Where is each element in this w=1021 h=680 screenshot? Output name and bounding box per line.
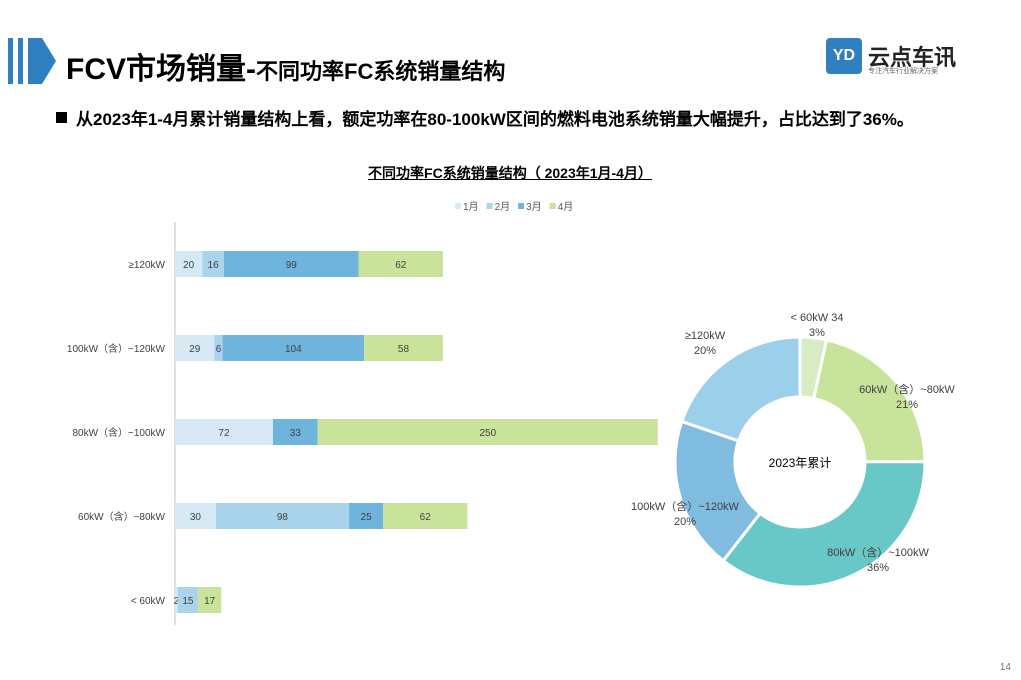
page-number: 14 [999, 662, 1011, 673]
donut-center-label: 2023年累计 [769, 456, 832, 470]
bar-segment [223, 251, 359, 277]
category-label: ≥120kW [128, 260, 165, 271]
brand-logo-mark: YD [826, 38, 862, 74]
bar-segment [222, 335, 365, 361]
legend-label: 2月 [495, 201, 511, 213]
legend-label: 1月 [463, 201, 479, 213]
bar-value-label: 25 [361, 512, 373, 523]
bar-segment [175, 251, 203, 277]
bar-segment [317, 419, 658, 445]
slice-percent-label: 3% [809, 327, 825, 339]
bar-segment [272, 419, 318, 445]
slice-name-label: < 60kW 34 [791, 312, 844, 324]
bar-value-label: 98 [277, 512, 289, 523]
donut-slice [721, 460, 927, 589]
donut-slice [812, 338, 927, 464]
donut-slice [673, 419, 763, 563]
bar-value-label: 17 [204, 596, 216, 607]
slice-name-label: 60kW（含）~80kW [859, 382, 955, 396]
bar-segment [383, 503, 468, 529]
bar-segment [177, 587, 199, 613]
header-chevron-icon [8, 38, 56, 84]
summary-text: 从2023年1-4月累计销量结构上看，额定功率在80-100kW区间的燃料电池系… [76, 110, 914, 129]
bar-value-label: 30 [190, 512, 202, 523]
slice-percent-label: 36% [867, 562, 889, 574]
bar-segment [175, 503, 216, 529]
legend-swatch [486, 203, 493, 209]
legend-label: 4月 [558, 201, 574, 213]
category-label: 60kW（含）~80kW [78, 510, 166, 523]
category-label: < 60kW [131, 596, 166, 607]
summary-bullet: 从2023年1-4月累计销量结构上看，额定功率在80-100kW区间的燃料电池系… [56, 104, 956, 135]
bar-value-label: 29 [189, 344, 201, 355]
slice-percent-label: 20% [674, 516, 696, 528]
bar-segment [349, 503, 384, 529]
bar-value-label: 250 [479, 428, 496, 439]
bar-segment [358, 251, 443, 277]
brand-logo-name: 云点车讯 [868, 45, 957, 70]
donut-slice [679, 335, 802, 443]
bar-value-label: 33 [290, 428, 302, 439]
page-title-main: FCV市场销量- [66, 53, 256, 86]
page-title-sub: 不同功率FC系统销量结构 [256, 59, 506, 84]
slice-name-label: ≥120kW [685, 330, 726, 342]
bar-value-label: 62 [420, 512, 432, 523]
bar-segment [214, 335, 223, 361]
stacked-bar-chart: 1月 2月 3月 4月 ≥120kW 20 16 99 62 100kW（含）~120kW 29 6 1… [67, 201, 658, 625]
bar-segment [364, 335, 443, 361]
page-title: FCV市场销量-不同功率FC系统销量结构 [66, 44, 505, 88]
bar-segment [215, 503, 350, 529]
legend-swatch [518, 203, 525, 209]
bar-segment [175, 335, 215, 361]
slice-percent-label: 21% [896, 399, 918, 411]
brand-logo: YD 云点车讯 专注汽车行业解决方案 [826, 38, 966, 78]
slice-percent-label: 20% [694, 345, 716, 357]
category-label: 80kW（含）~100kW [72, 426, 165, 439]
brand-logo-tagline: 专注汽车行业解决方案 [868, 68, 938, 75]
bar-value-label: 62 [395, 260, 407, 271]
legend-label: 3月 [526, 201, 542, 213]
chart-title: 不同功率FC系统销量结构（ 2023年1月-4月） [368, 165, 652, 181]
bar-value-label: 72 [218, 428, 230, 439]
slice-name-label: 80kW（含）~100kW [827, 545, 929, 559]
bar-value-label: 15 [182, 596, 194, 607]
bar-value-label: 6 [216, 344, 222, 355]
legend-swatch [455, 203, 461, 209]
bar-segment [202, 251, 224, 277]
bar-value-label: 104 [285, 344, 302, 355]
bar-segment [175, 419, 273, 445]
bar-value-label: 2 [174, 596, 180, 607]
category-label: 100kW（含）~120kW [67, 342, 166, 355]
bar-value-label: 58 [398, 344, 410, 355]
slice-name-label: 100kW（含）~120kW [631, 499, 740, 513]
bar-value-label: 20 [183, 260, 195, 271]
bar-segment [175, 587, 178, 613]
donut-chart: < 60kW 34 3% 60kW（含）~80kW 21% 80kW（含）~100kW 3… [631, 312, 955, 589]
legend-swatch [549, 203, 556, 209]
bar-segment [198, 587, 222, 613]
bar-value-label: 16 [208, 260, 220, 271]
bar-value-label: 99 [286, 260, 298, 271]
bullet-square-icon [56, 112, 67, 123]
